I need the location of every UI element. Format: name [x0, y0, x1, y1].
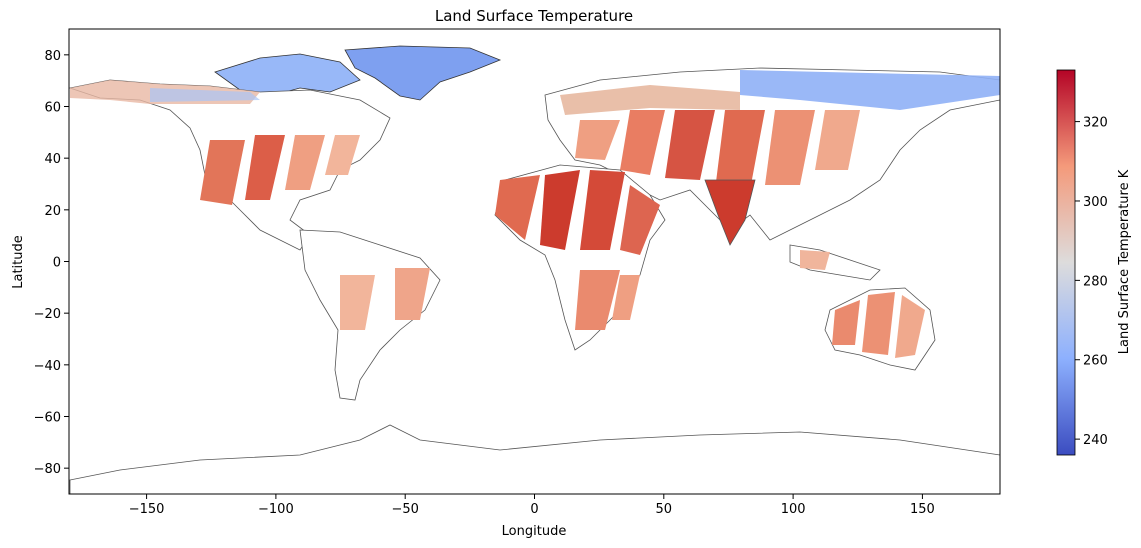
x-tick-label: −100: [258, 502, 294, 517]
colorbar-tick-label: 320: [1083, 116, 1108, 131]
colorbar-label: Land Surface Temperature K: [1117, 169, 1132, 354]
x-axis-label: Longitude: [502, 524, 567, 539]
y-axis-ticks: 80 60 40 20 0 −20 −40 −60 −80: [34, 49, 69, 477]
colorbar-tick-label: 280: [1083, 274, 1108, 289]
y-tick-label: 20: [44, 204, 61, 219]
y-tick-label: −20: [34, 307, 61, 322]
y-tick-label: −60: [34, 411, 61, 426]
y-axis-label: Latitude: [11, 235, 26, 289]
region-southeast-asia: [789, 244, 881, 281]
x-tick-label: 100: [781, 502, 806, 517]
region-africa: [494, 164, 666, 351]
x-tick-label: 150: [910, 502, 935, 517]
map-plot-area: [69, 29, 1000, 494]
x-tick-label: 0: [530, 502, 538, 517]
region-eurasia: [544, 67, 1000, 241]
colorbar-tick-label: 260: [1083, 354, 1108, 369]
colorbar-tick-label: 300: [1083, 195, 1108, 210]
x-tick-label: −50: [391, 502, 418, 517]
region-australia: [824, 287, 936, 371]
x-tick-label: 50: [656, 502, 673, 517]
y-tick-label: 80: [44, 49, 61, 64]
region-india: [704, 179, 756, 246]
y-tick-label: −80: [34, 462, 61, 477]
colorbar-gradient: [1056, 69, 1076, 456]
region-antarctica: [69, 424, 1000, 494]
region-north-america: [69, 79, 391, 251]
y-tick-label: −40: [34, 359, 61, 374]
colorbar: 240 260 280 300 320 Land Surface Temperature…: [1056, 69, 1132, 456]
y-tick-label: 40: [44, 152, 61, 167]
colorbar-ticks: 240 260 280 300 320: [1075, 116, 1108, 448]
region-south-america: [299, 229, 441, 401]
x-tick-label: −150: [129, 502, 165, 517]
y-tick-label: 60: [44, 101, 61, 116]
chart-title: Land Surface Temperature: [435, 7, 633, 25]
y-tick-label: 0: [53, 256, 61, 271]
colorbar-tick-label: 240: [1083, 433, 1108, 448]
region-greenland: [344, 45, 502, 101]
x-axis-ticks: −150 −100 −50 0 50 100 150: [129, 494, 935, 517]
